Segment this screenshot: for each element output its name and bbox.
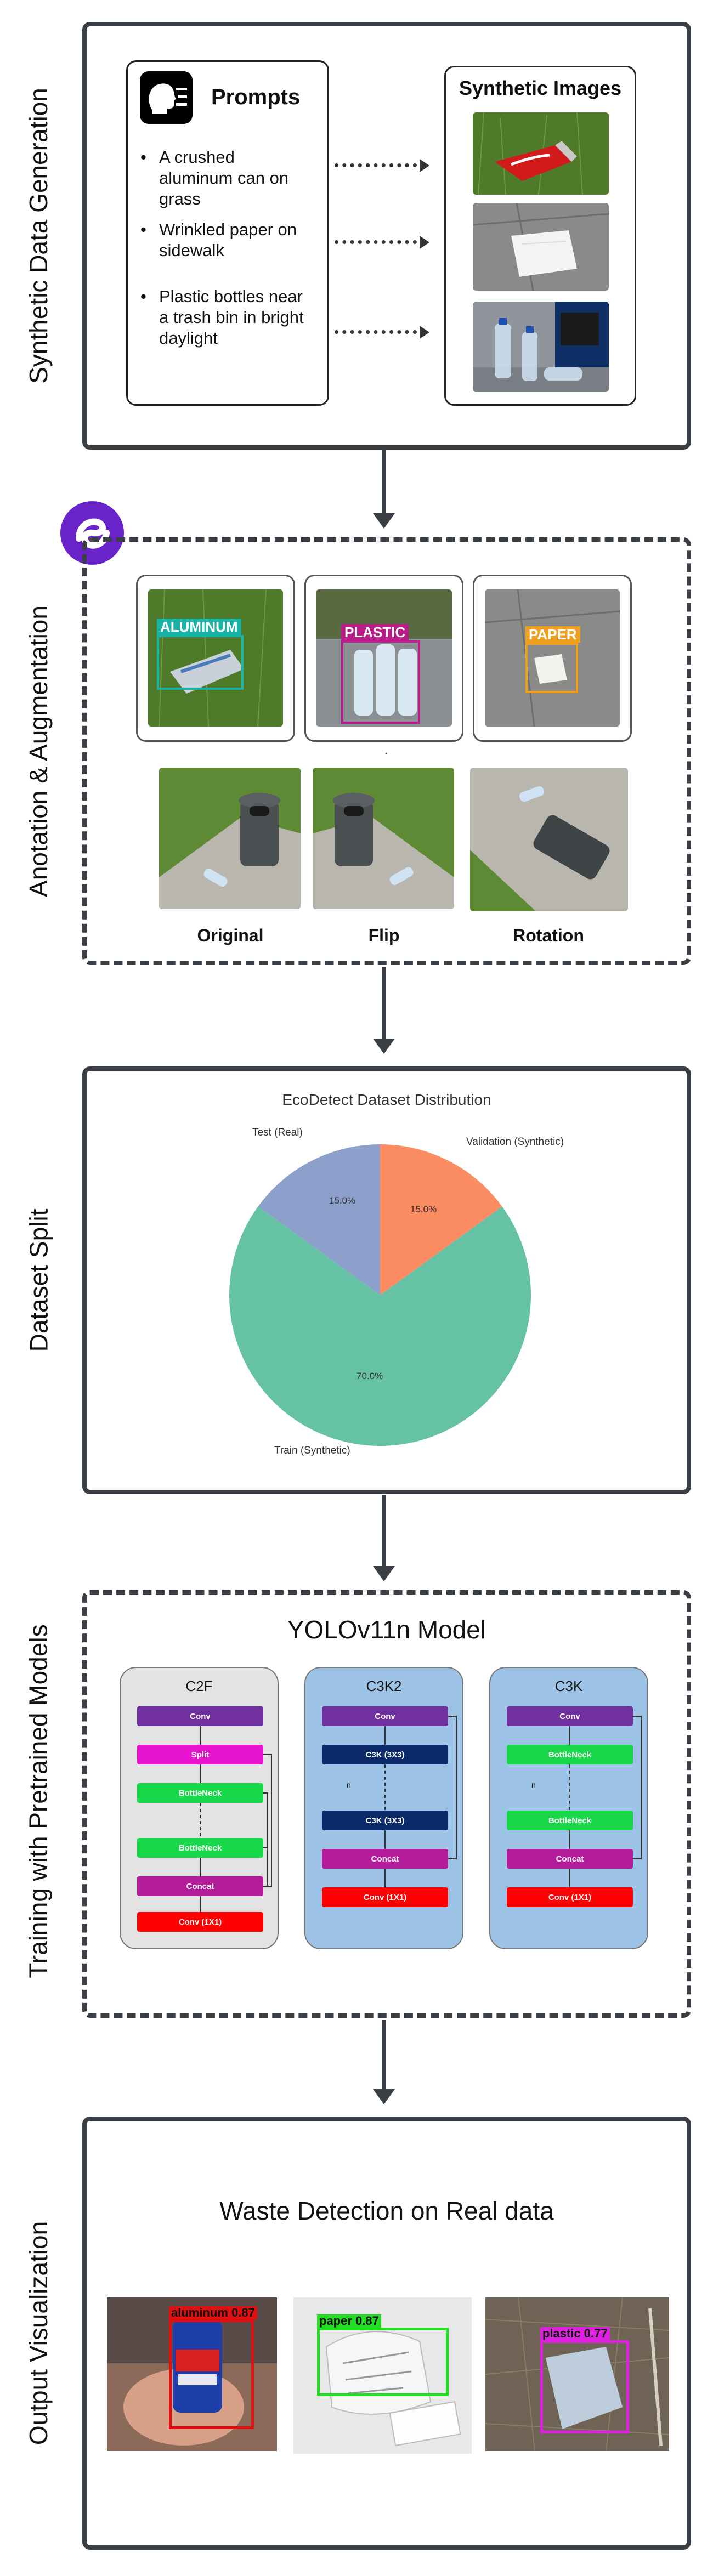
node-c3k: C3K (3X3) [322,1745,448,1764]
pie-pct-train: 70.0% [356,1371,383,1381]
block-title: C3K2 [366,1678,402,1694]
block-c3k: C3K Conv BottleNeck BottleNeck Concat Co… [489,1667,648,1949]
arrow-down-icon [373,1566,395,1581]
flow-arrow [382,967,386,1040]
separator-dot: . [384,740,389,758]
bbox-aluminum [157,635,244,690]
arrow-head-icon [420,326,429,339]
detection-plastic-image [485,2297,669,2451]
speaking-head-icon [140,71,193,124]
augment-caption-flip: Flip [368,926,400,945]
chart-title: EcoDetect Dataset Distribution [282,1091,491,1108]
node-bottleneck: BottleNeck [507,1811,633,1830]
detection-box-aluminum [169,2319,254,2429]
repeat-n-label: n [347,1780,351,1789]
pie-label-validation: Validation (Synthetic) [466,1136,564,1148]
training-stage [82,1590,691,2018]
paper-on-sidewalk-image [473,203,609,291]
node-bottleneck: BottleNeck [137,1838,263,1858]
pie-pct-validation: 15.0% [410,1204,437,1215]
prompt-arrow [335,240,417,244]
node-concat: Concat [507,1849,633,1869]
flow-arrow [382,2020,386,2090]
prompt-arrow [335,163,417,167]
augment-rotation-image [470,768,628,911]
prompts-title: Prompts [211,85,301,109]
split-stage [82,1066,691,1494]
augment-original-image [159,768,301,909]
prompt-item: A crushed aluminum can on grass [140,147,307,209]
flow-arrow [382,450,386,514]
block-c3k2: C3K2 Conv C3K (3X3) C3K (3X3) Concat Con… [304,1667,463,1949]
node-conv-1x1: Conv (1X1) [507,1887,633,1907]
annotated-paper-image [485,589,620,727]
model-title: YOLOv11n Model [287,1615,486,1644]
pie-pct-test: 15.0% [329,1195,356,1206]
synthetic-images-title: Synthetic Images [459,77,622,99]
block-connectors [569,1716,642,1887]
block-connectors [200,1726,272,1912]
block-title: C3K [554,1678,583,1694]
arrow-down-icon [373,2089,395,2104]
repeat-n-label: n [531,1780,536,1789]
node-concat: Concat [137,1876,263,1896]
augment-caption-rotation: Rotation [513,926,584,945]
node-concat: Concat [322,1849,448,1869]
output-stage [82,2117,691,2550]
node-conv: Conv [137,1706,263,1726]
bbox-label-plastic: PLASTIC [341,624,409,640]
flow-arrow [382,1495,386,1567]
arrow-down-icon [373,1039,395,1054]
node-conv: Conv [507,1706,633,1726]
bbox-label-aluminum: ALUMINUM [157,619,241,635]
node-split: Split [137,1745,263,1764]
arrow-down-icon [373,513,395,529]
augment-flip-image [313,768,454,909]
block-c2f: C2F Conv Split BottleNeck BottleNeck Con… [120,1667,279,1949]
output-title: Waste Detection on Real data [219,2197,554,2225]
pie-label-test: Test (Real) [252,1127,303,1138]
pie-slice-test [258,1144,380,1295]
bbox-label-paper: PAPER [525,626,580,643]
pie-slice-validation [380,1144,502,1295]
augment-caption-original: Original [197,926,264,945]
arrow-head-icon [420,236,429,249]
node-bottleneck: BottleNeck [137,1783,263,1803]
prompt-item: Plastic bottles near a trash bin in brig… [140,286,307,349]
roboflow-logo-icon [59,500,125,566]
block-title: C2F [185,1678,213,1694]
annotated-aluminum-image [148,589,283,727]
node-conv-1x1: Conv (1X1) [137,1912,263,1932]
generation-stage [82,22,691,450]
detection-tag-paper: paper 0.87 [317,2314,381,2328]
detection-box-paper [317,2328,449,2396]
pie-label-train: Train (Synthetic) [274,1445,350,1456]
crushed-can-image [473,112,609,195]
pie-slice-train [229,1206,531,1446]
node-bottleneck: BottleNeck [507,1745,633,1764]
block-connectors [384,1716,457,1887]
detection-tag-plastic: plastic 0.77 [540,2327,610,2340]
node-conv: Conv [322,1706,448,1726]
bottles-near-bin-image [473,302,609,392]
node-conv-1x1: Conv (1X1) [322,1887,448,1907]
detection-tag-aluminum: aluminum 0.87 [169,2306,257,2319]
arrow-head-icon [420,159,429,172]
annotation-stage [82,537,691,965]
node-c3k: C3K (3X3) [322,1811,448,1830]
detection-box-plastic [540,2340,629,2433]
prompt-item: Wrinkled paper on sidewalk [140,219,307,261]
prompt-arrow [335,330,417,334]
bbox-paper [525,643,578,693]
bbox-plastic [341,640,420,724]
